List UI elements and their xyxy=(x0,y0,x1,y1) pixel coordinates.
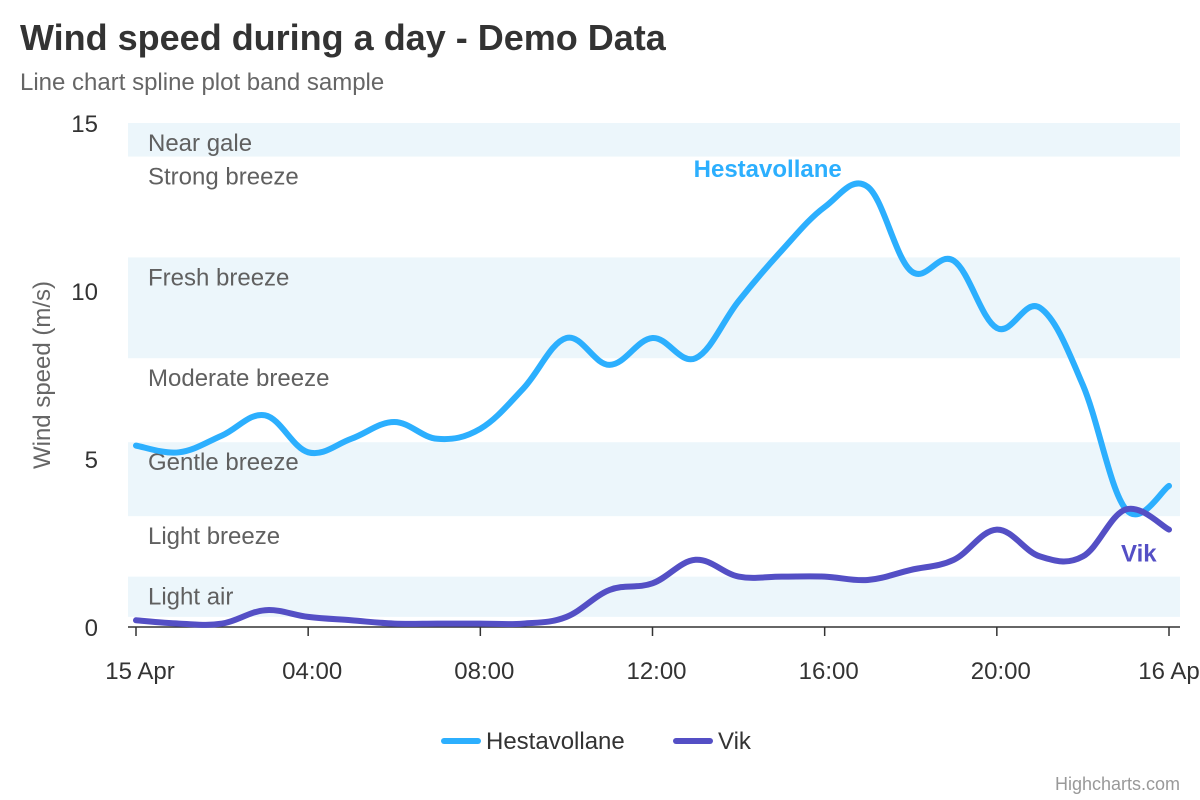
plot-band-near-gale xyxy=(128,123,1180,157)
y-tick-label: 5 xyxy=(85,447,98,474)
legend: Hestavollane Vik xyxy=(441,728,752,755)
x-tick-label: 15 Apr xyxy=(105,658,174,685)
x-tick-label: 16 Apr xyxy=(1138,658,1200,685)
x-tick-label: 16:00 xyxy=(799,658,859,685)
credits-link[interactable]: Highcharts.com xyxy=(1055,774,1180,794)
series-lines xyxy=(133,180,1172,628)
series-label-vik: Vik xyxy=(1121,541,1157,568)
plot-bands xyxy=(128,123,1180,617)
y-tick-label: 0 xyxy=(85,615,98,642)
x-tick-label: 08:00 xyxy=(454,658,514,685)
series-line-vik[interactable] xyxy=(133,505,1172,628)
band-label-moderate-breeze: Moderate breeze xyxy=(148,365,329,392)
band-label-near-gale: Near gale xyxy=(148,130,252,157)
chart-title: Wind speed during a day - Demo Data xyxy=(20,17,667,58)
band-label-light-breeze: Light breeze xyxy=(148,523,280,550)
series-line-hestavollane[interactable] xyxy=(133,180,1172,518)
plot-band-fresh-breeze xyxy=(128,257,1180,359)
chart-subtitle: Line chart spline plot band sample xyxy=(20,69,384,96)
y-tick-label: 15 xyxy=(71,111,98,138)
legend-label: Vik xyxy=(718,728,752,755)
series-labels: Hestavollane Vik xyxy=(694,156,1158,568)
legend-item-vik[interactable]: Vik xyxy=(673,728,752,755)
band-label-fresh-breeze: Fresh breeze xyxy=(148,264,289,291)
legend-item-hestavollane[interactable]: Hestavollane xyxy=(441,728,625,755)
band-label-strong-breeze: Strong breeze xyxy=(148,164,299,191)
y-tick-label: 10 xyxy=(71,279,98,306)
x-tick-label: 20:00 xyxy=(971,658,1031,685)
band-label-light-air: Light air xyxy=(148,584,233,611)
legend-label: Hestavollane xyxy=(486,728,625,755)
x-tick-label: 04:00 xyxy=(282,658,342,685)
y-axis-title: Wind speed (m/s) xyxy=(29,281,56,469)
axes: 0 5 10 15 15 Apr 04:00 08:00 12:00 16:00 20:00 16 … xyxy=(71,111,1200,685)
plot-band-gentle-breeze xyxy=(128,442,1180,517)
x-tick-label: 12:00 xyxy=(626,658,686,685)
series-label-hestavollane: Hestavollane xyxy=(694,156,842,183)
